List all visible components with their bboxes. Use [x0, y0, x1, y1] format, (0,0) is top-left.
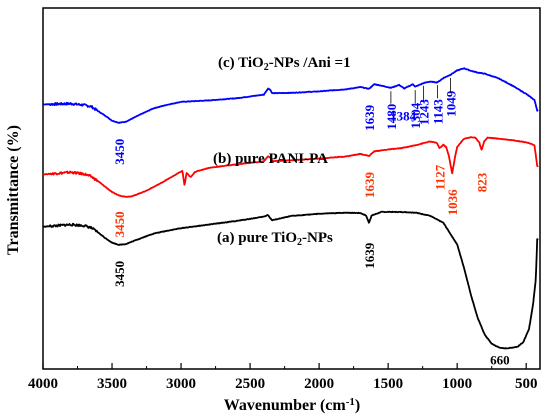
series-layer [42, 67, 539, 350]
series-line-1 [42, 136, 539, 198]
x-tick-label-1000: 1000 [442, 376, 472, 392]
x-tick-label-3000: 3000 [166, 376, 196, 392]
peak-label-7: 1049 [443, 90, 458, 117]
series-label-a: (a) pure TiO2-NPs [217, 230, 333, 248]
x-tick-label-2500: 2500 [235, 376, 265, 392]
series-line-2 [42, 210, 539, 350]
x-tick-label-3500: 3500 [97, 376, 127, 392]
series-line-0 [42, 67, 539, 124]
peak-label-11: 1036 [445, 189, 460, 216]
peak-label-15: 660 [490, 352, 510, 367]
x-tick-label-1500: 1500 [373, 376, 403, 392]
peak-label-10: 1127 [433, 164, 448, 190]
peak-label-8: 3450 [112, 211, 127, 237]
x-tick-label-500: 500 [515, 376, 538, 392]
series-label-c: (c) TiO2-NPs /Ani =1 [218, 55, 351, 73]
x-axis: 4000 3500 3000 2500 2000 1500 1000 500 [28, 363, 537, 392]
peak-label-3: 1384 [390, 109, 417, 124]
x-tick-label-2000: 2000 [304, 376, 334, 392]
peak-label-4: 1304 [408, 102, 423, 129]
peak-label-12: 823 [475, 172, 490, 192]
peak-label-6: 1143 [430, 99, 445, 125]
peak-label-14: 1639 [362, 242, 377, 269]
peak-label-13: 3450 [112, 261, 127, 287]
peak-label-2: 1480 [384, 104, 399, 130]
series-label-b: (b) pure PANI-PA [213, 151, 328, 167]
plot-frame [42, 7, 541, 370]
peak-label-9: 1639 [362, 172, 377, 199]
peak-label-0: 3450 [112, 139, 127, 165]
y-axis-label: Transmittance (%) [5, 125, 22, 255]
x-tick-label-4000: 4000 [28, 376, 58, 392]
peak-label-5: 1243 [417, 99, 432, 126]
x-axis-label: Wavenumber (cm-1) [224, 396, 360, 414]
peak-label-1: 1639 [362, 104, 377, 131]
